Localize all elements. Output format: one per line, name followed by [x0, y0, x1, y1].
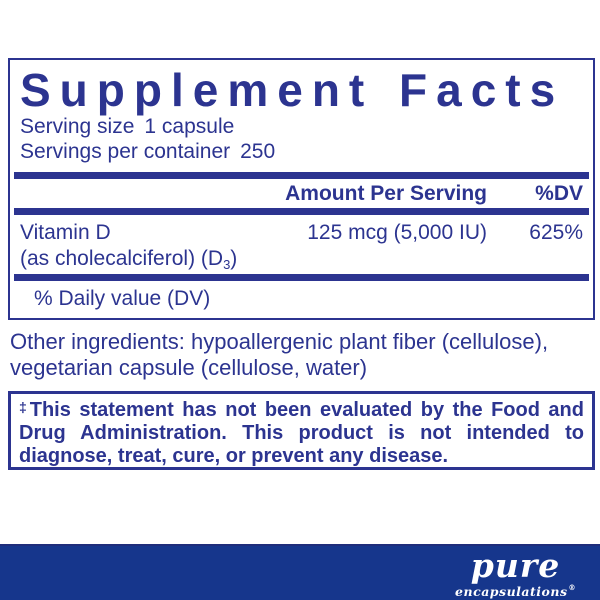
registered-trademark-icon: ®: [568, 583, 576, 592]
nutrient-detail-close: ): [230, 247, 238, 270]
amount-per-serving-header: Amount Per Serving: [285, 182, 487, 205]
nutrient-detail-line: (as cholecalciferol) (D3): [20, 247, 237, 272]
divider-bar-header: [14, 208, 589, 215]
brand-banner: pure encapsulations®: [0, 544, 600, 600]
disclaimer-line3: diagnose, treat, cure, or prevent any di…: [19, 445, 449, 467]
serving-size-value: 1 capsule: [144, 115, 235, 138]
other-ingredients-line1: Other ingredients: hypoallergenic plant …: [10, 329, 549, 354]
nutrient-row-vitamin-d: Vitamin D 125 mcg (5,000 IU) 625%: [20, 221, 583, 245]
nutrient-amount: 125 mcg (5,000 IU): [307, 221, 487, 244]
nutrient-dv: 625%: [529, 221, 583, 244]
brand-subname: encapsulations®: [455, 581, 576, 598]
brand-name: pure: [470, 546, 561, 585]
divider-bar-bottom: [14, 274, 589, 281]
table-header-row: Amount Per Serving %DV: [20, 182, 583, 206]
servings-per-container-value: 250: [240, 140, 276, 163]
disclaimer-line1-text: This statement has not been evaluated by…: [29, 399, 584, 421]
supplement-facts-panel: Supplement Facts Serving size 1 capsule S…: [8, 58, 595, 320]
double-dagger-symbol: ‡: [19, 399, 30, 415]
daily-value-footnote: % Daily value (DV): [34, 287, 211, 310]
disclaimer-line1: ‡This statement has not been evaluated b…: [19, 396, 584, 422]
panel-title: Supplement Facts: [20, 64, 565, 116]
nutrient-detail-text: (as cholecalciferol) (D: [20, 247, 224, 270]
servings-per-container-line: Servings per container 250: [20, 139, 275, 164]
brand-subname-text: encapsulations: [455, 584, 568, 599]
nutrient-name: Vitamin D: [20, 221, 111, 244]
other-ingredients-line2: vegetarian capsule (cellulose, water): [10, 355, 368, 380]
disclaimer-line2: Drug Administration. This product is not…: [19, 422, 584, 444]
fda-disclaimer-box: ‡This statement has not been evaluated b…: [8, 391, 595, 470]
other-ingredients: Other ingredients: hypoallergenic plant …: [10, 329, 590, 381]
percent-dv-header: %DV: [535, 182, 583, 205]
servings-per-container-label: Servings per container: [20, 140, 231, 163]
pure-encapsulations-logo: pure encapsulations®: [455, 546, 576, 598]
serving-size-line: Serving size 1 capsule: [20, 114, 275, 139]
divider-bar-top: [14, 172, 589, 179]
serving-size-label: Serving size: [20, 115, 135, 138]
nutrient-detail-subscript: 3: [223, 257, 231, 272]
serving-info: Serving size 1 capsule Servings per conta…: [20, 114, 275, 164]
